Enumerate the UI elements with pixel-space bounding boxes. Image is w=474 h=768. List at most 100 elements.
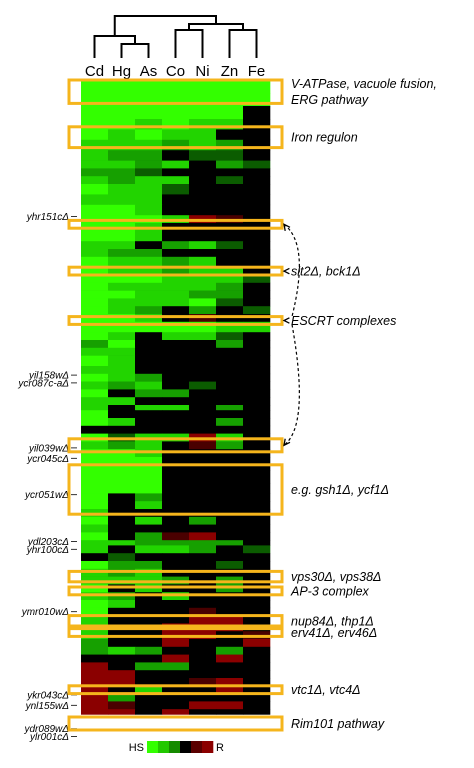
heatmap-cell: [243, 418, 271, 427]
heatmap-cell: [108, 321, 136, 333]
heatmap-cell: [81, 483, 109, 494]
heatmap-cell: [81, 405, 109, 411]
heatmap-cell: [162, 176, 190, 185]
heatmap-cell: [81, 267, 109, 276]
heatmap-cell: [243, 615, 271, 624]
heatmap-cell: [135, 160, 163, 169]
annotation-label: Iron regulon: [291, 131, 358, 145]
heatmap-cell: [108, 685, 136, 694]
annotation-label: e.g. gsh1Δ, ycf1Δ: [291, 483, 389, 497]
heatmap-cell: [135, 106, 163, 120]
annotation-label: Rim101 pathway: [291, 717, 385, 731]
annotation-label: ESCRT complexes: [291, 314, 396, 328]
heatmap-cell: [162, 540, 190, 546]
gene-label: ykr043cΔ: [26, 690, 69, 701]
heatmap-cell: [189, 139, 217, 151]
column-labels: Cd Hg As Co Ni Zn Fe: [85, 63, 265, 80]
heatmap-cell: [162, 693, 190, 702]
heatmap-cell: [243, 600, 271, 609]
heatmap-cell: [216, 160, 244, 169]
heatmap-cell: [81, 306, 109, 315]
heatmap-cell: [162, 230, 190, 242]
dendrogram-link: [113, 15, 217, 36]
heatmap-cell: [243, 241, 271, 250]
annotation-box: [67, 218, 284, 230]
legend-low-label: HS: [129, 742, 144, 754]
heatmap-cell: [108, 139, 136, 151]
heatmap-cell: [189, 607, 217, 616]
heatmap-cell: [135, 600, 163, 609]
legend-high-label: R: [216, 742, 224, 754]
heatmap-cell: [81, 600, 109, 609]
heatmap-cell: [162, 321, 190, 333]
heatmap-cell: [108, 615, 136, 624]
heatmap-cell: [135, 373, 163, 382]
heatmap-cell: [81, 685, 109, 694]
heatmap-cell: [81, 441, 109, 450]
heatmap-cell: [162, 553, 190, 562]
heatmap-cell: [162, 150, 190, 161]
heatmap-cell: [216, 561, 244, 570]
heatmap-cell: [81, 194, 109, 206]
heatmap-cell: [162, 168, 190, 177]
heatmap-cell: [108, 194, 136, 206]
annotation-label: nup84Δ, thp1Δ: [291, 614, 374, 628]
dashed-arrow-lower: [283, 324, 300, 446]
heatmap-cell: [162, 441, 190, 450]
heatmap-cell: [162, 470, 190, 484]
heatmap-cell: [108, 347, 136, 356]
heatmap-cell: [162, 646, 190, 655]
heatmap-cell: [135, 389, 163, 398]
heatmap-cell: [216, 600, 244, 609]
heatmap-cell: [189, 693, 217, 702]
heatmap-cell: [135, 397, 163, 406]
heatmap-cell: [189, 282, 217, 291]
heatmap-cell: [135, 267, 163, 276]
heatmap-cell: [216, 184, 244, 195]
heatmap-cell: [135, 119, 163, 130]
heatmap-cell: [81, 106, 109, 120]
heatmap-cell: [108, 397, 136, 406]
heatmap-cell: [81, 410, 109, 419]
heatmap-cell: [135, 298, 163, 307]
heatmap-cell: [162, 410, 190, 419]
heatmap-cell: [189, 662, 217, 671]
heatmap-cell: [108, 249, 136, 258]
heatmap-cell: [108, 306, 136, 315]
heatmap-cell: [162, 397, 190, 406]
heatmap-cell: [162, 332, 190, 341]
heatmap-cell: [81, 321, 109, 333]
heatmap-cell: [189, 685, 217, 694]
heatmap-cell: [108, 184, 136, 195]
heatmap-cell: [162, 709, 190, 715]
annotation-box: [67, 78, 284, 105]
heatmap-cell: [81, 366, 109, 375]
heatmap-cell: [189, 373, 217, 382]
heatmap-cell: [108, 540, 136, 546]
heatmap-cell: [243, 267, 271, 276]
heatmap-cell: [216, 373, 244, 382]
heatmap-cell: [243, 184, 271, 195]
heatmap-cell: [162, 654, 190, 663]
heatmap-cell: [162, 615, 190, 624]
heatmap-cell: [216, 701, 244, 710]
heatmap-cell: [135, 615, 163, 624]
heatmap-cell: [243, 678, 271, 687]
heatmap-cell: [135, 410, 163, 419]
heatmap-cell: [189, 249, 217, 258]
heatmap-cell: [243, 501, 271, 510]
legend-swatch: [202, 741, 214, 753]
heatmap-cell: [243, 176, 271, 185]
heatmap-cell: [108, 160, 136, 169]
heatmap-cell: [108, 80, 136, 94]
heatmap-cell: [135, 405, 163, 411]
heatmap-cell: [189, 366, 217, 375]
heatmap-cell: [108, 483, 136, 494]
heatmap-cell: [81, 139, 109, 151]
heatmap-cell: [108, 418, 136, 427]
heatmap-cell: [108, 129, 136, 141]
heatmap-cell: [135, 493, 163, 502]
heatmap-cell: [108, 600, 136, 609]
arrowhead-bottom: [283, 438, 291, 447]
annotation-label: ERG pathway: [291, 93, 369, 107]
